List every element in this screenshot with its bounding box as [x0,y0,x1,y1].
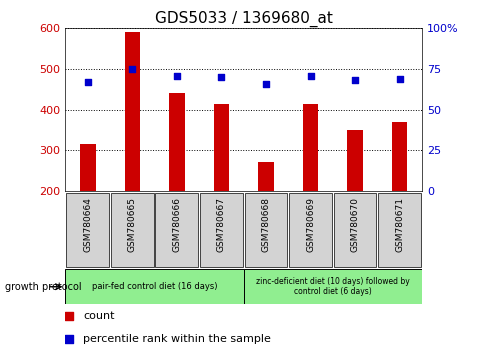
Text: GSM780670: GSM780670 [350,198,359,252]
Point [272,11,279,17]
Text: GSM780664: GSM780664 [83,198,92,252]
Text: percentile rank within the sample: percentile rank within the sample [83,334,271,344]
Bar [155,193,198,268]
Point [272,220,279,226]
Bar [66,193,109,268]
Point [261,81,269,86]
Text: GSM780669: GSM780669 [305,198,315,252]
Title: GDS5033 / 1369680_at: GDS5033 / 1369680_at [154,11,332,27]
Point [128,66,136,72]
Bar [333,193,376,268]
Bar [378,193,420,268]
Point [350,78,358,83]
Point [84,79,91,85]
Text: GSM780668: GSM780668 [261,198,270,252]
Text: GSM780666: GSM780666 [172,198,181,252]
Bar [124,32,140,191]
Point [217,74,225,80]
Text: GSM780671: GSM780671 [394,198,403,252]
Text: zinc-deficient diet (10 days) followed by
control diet (6 days): zinc-deficient diet (10 days) followed b… [256,277,409,296]
Point [395,76,403,82]
Bar [80,144,95,191]
Bar [347,130,362,191]
Text: count: count [83,311,115,321]
Bar [288,193,331,268]
Text: GSM780667: GSM780667 [216,198,226,252]
Bar [244,193,287,268]
Point [306,73,314,78]
Bar [169,93,184,191]
Text: pair-fed control diet (16 days): pair-fed control diet (16 days) [91,282,217,291]
Bar [257,162,273,191]
Bar [213,104,229,191]
Bar [243,269,421,304]
Text: GSM780665: GSM780665 [128,198,136,252]
Bar [199,193,242,268]
Bar [65,269,243,304]
Bar [391,122,407,191]
Point [173,73,181,78]
Bar [302,104,318,191]
Bar [111,193,153,268]
Text: growth protocol: growth protocol [5,282,81,292]
